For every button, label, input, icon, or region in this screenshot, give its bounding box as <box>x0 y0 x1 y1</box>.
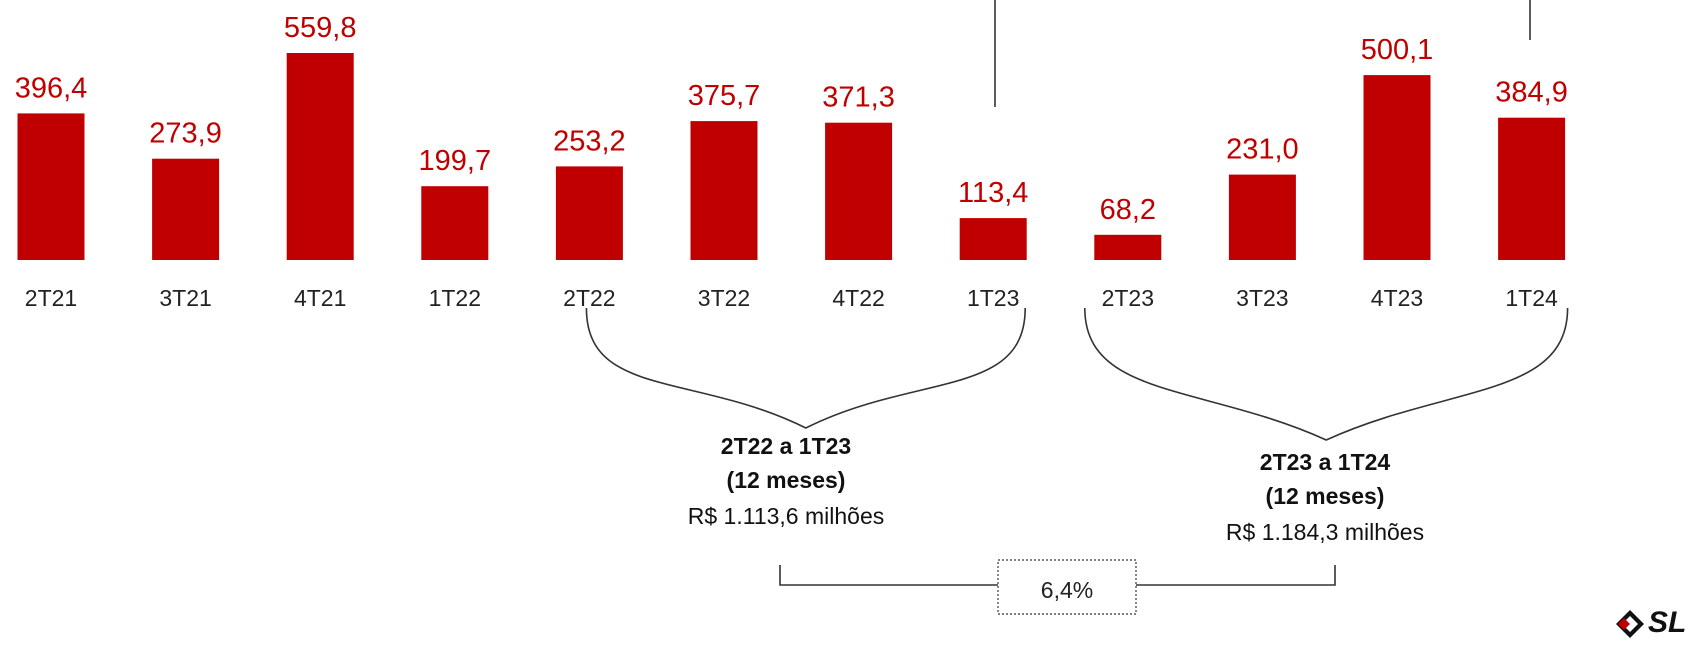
category-label-4T23: 4T23 <box>1371 285 1423 311</box>
value-labels-layer: 396,4 273,9 559,8 199,7 253,2 375,7 371,3 113,4… <box>15 12 1568 226</box>
value-label-2T23: 68,2 <box>1100 194 1156 226</box>
value-label-2T22: 253,2 <box>553 125 626 157</box>
logo-wordmark: SL <box>1648 608 1686 639</box>
group-1-period-label: 2T22 a 1T23 <box>721 433 851 459</box>
category-label-3T23: 3T23 <box>1236 285 1288 311</box>
value-label-1T24: 384,9 <box>1495 77 1568 109</box>
category-label-4T22: 4T22 <box>832 285 884 311</box>
brace-group-1 <box>585 307 1026 429</box>
group-2-period-label: 2T23 a 1T24 <box>1260 449 1391 475</box>
bar-3T21 <box>152 158 220 260</box>
bar-2T23 <box>1094 234 1162 260</box>
group-1-duration-label: (12 meses) <box>727 467 846 493</box>
bar-2T22 <box>555 166 623 260</box>
comparison-bracket-right <box>1135 565 1336 586</box>
bar-3T23 <box>1228 174 1296 260</box>
value-label-1T22: 199,7 <box>419 145 492 177</box>
bar-1T23 <box>959 218 1027 260</box>
category-label-2T22: 2T22 <box>563 285 615 311</box>
value-label-4T21: 559,8 <box>284 12 357 44</box>
value-label-4T22: 371,3 <box>822 82 895 114</box>
company-logo: SL <box>1612 608 1708 666</box>
value-label-3T23: 231,0 <box>1226 134 1299 166</box>
value-label-3T22: 375,7 <box>688 80 761 112</box>
value-label-3T21: 273,9 <box>149 118 222 150</box>
group-2-duration-label: (12 meses) <box>1266 483 1385 509</box>
category-label-3T22: 3T22 <box>698 285 750 311</box>
category-label-3T21: 3T21 <box>159 285 211 311</box>
category-label-1T22: 1T22 <box>429 285 481 311</box>
comparison-bracket-left <box>779 565 1000 586</box>
category-label-1T24: 1T24 <box>1505 285 1558 311</box>
category-labels-layer: 2T21 3T21 4T21 1T22 2T22 3T22 4T22 1T23 2T23 3T23… <box>25 285 1558 311</box>
bar-1T22 <box>421 186 489 260</box>
category-label-1T23: 1T23 <box>967 285 1019 311</box>
bar-3T22 <box>690 121 758 260</box>
bar-1T24 <box>1498 117 1566 260</box>
value-label-1T23: 113,4 <box>958 177 1028 209</box>
comparison-box <box>997 559 1137 615</box>
bars-layer <box>17 53 1566 261</box>
bar-4T21 <box>286 53 354 260</box>
comparison-percent: 6,4% <box>1041 577 1093 603</box>
brace-group-2 <box>1084 307 1569 441</box>
bar-4T23 <box>1363 75 1431 260</box>
group-1-amount-label: R$ 1.113,6 milhões <box>688 503 884 529</box>
category-label-2T21: 2T21 <box>25 285 77 311</box>
bar-4T22 <box>825 122 893 260</box>
value-label-2T21: 396,4 <box>15 72 88 104</box>
bar-2T21 <box>17 113 85 261</box>
category-label-4T21: 4T21 <box>294 285 346 311</box>
category-label-2T23: 2T23 <box>1102 285 1154 311</box>
group-2-amount-label: R$ 1.184,3 milhões <box>1226 519 1424 545</box>
value-label-4T23: 500,1 <box>1361 34 1434 66</box>
